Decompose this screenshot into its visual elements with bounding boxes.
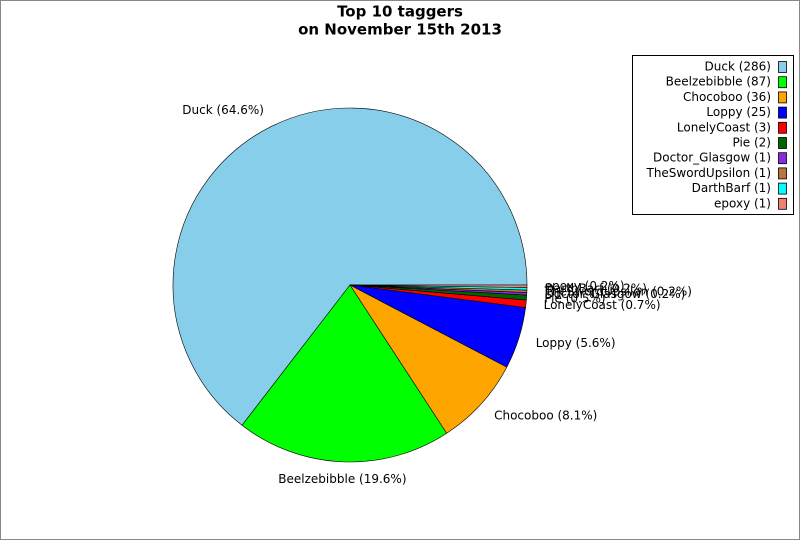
legend-swatch <box>778 167 787 180</box>
pie-slice <box>349 284 508 434</box>
pie-slice <box>172 107 528 426</box>
slice-label: TheSwordUpsilon (0.2%) <box>544 284 692 298</box>
legend-box <box>632 55 794 215</box>
legend-label: Doctor_Glasgow (1) <box>653 151 771 165</box>
legend-label: Loppy (25) <box>706 105 771 119</box>
slice-label: Beelzebibble (19.6%) <box>278 472 406 486</box>
slice-label: Loppy (5.6%) <box>536 336 616 350</box>
legend-swatch <box>778 106 787 119</box>
slice-label: epoxy (0.2%) <box>545 279 625 293</box>
legend-label: epoxy (1) <box>714 196 771 210</box>
slice-label: Duck (64.6%) <box>182 103 264 117</box>
slice-label: Chocoboo (8.1%) <box>494 408 597 422</box>
legend-swatch <box>778 76 787 89</box>
legend-swatch <box>778 197 787 210</box>
legend-swatch <box>778 61 787 73</box>
legend-swatch <box>778 137 787 149</box>
legend-label: Beelzebibble (87) <box>666 75 771 89</box>
slice-label: LonelyCoast (0.7%) <box>544 298 661 312</box>
legend-label: DarthBarf (1) <box>692 181 771 195</box>
chart-subtitle: on November 15th 2013 <box>298 21 502 39</box>
legend-label: Duck (286) <box>705 60 771 74</box>
legend-swatch <box>778 182 787 195</box>
legend-label: Chocoboo (36) <box>683 90 771 104</box>
legend-label: TheSwordUpsilon (1) <box>645 166 771 180</box>
slice-label: DarthBarf (0.2%) <box>545 282 647 296</box>
legend-swatch <box>778 121 787 134</box>
pie-slice <box>241 284 448 463</box>
slice-label: Pie (0.5%) <box>544 291 605 305</box>
pie-slice <box>349 284 528 288</box>
legend-swatch <box>778 91 787 104</box>
chart-title: Top 10 taggers <box>337 3 463 21</box>
legend-label: LonelyCoast (3) <box>677 120 771 134</box>
slice-label: Doctor_Glasgow (0.2%) <box>544 287 685 301</box>
legend-label: Pie (2) <box>732 136 771 150</box>
legend-swatch <box>778 152 787 165</box>
